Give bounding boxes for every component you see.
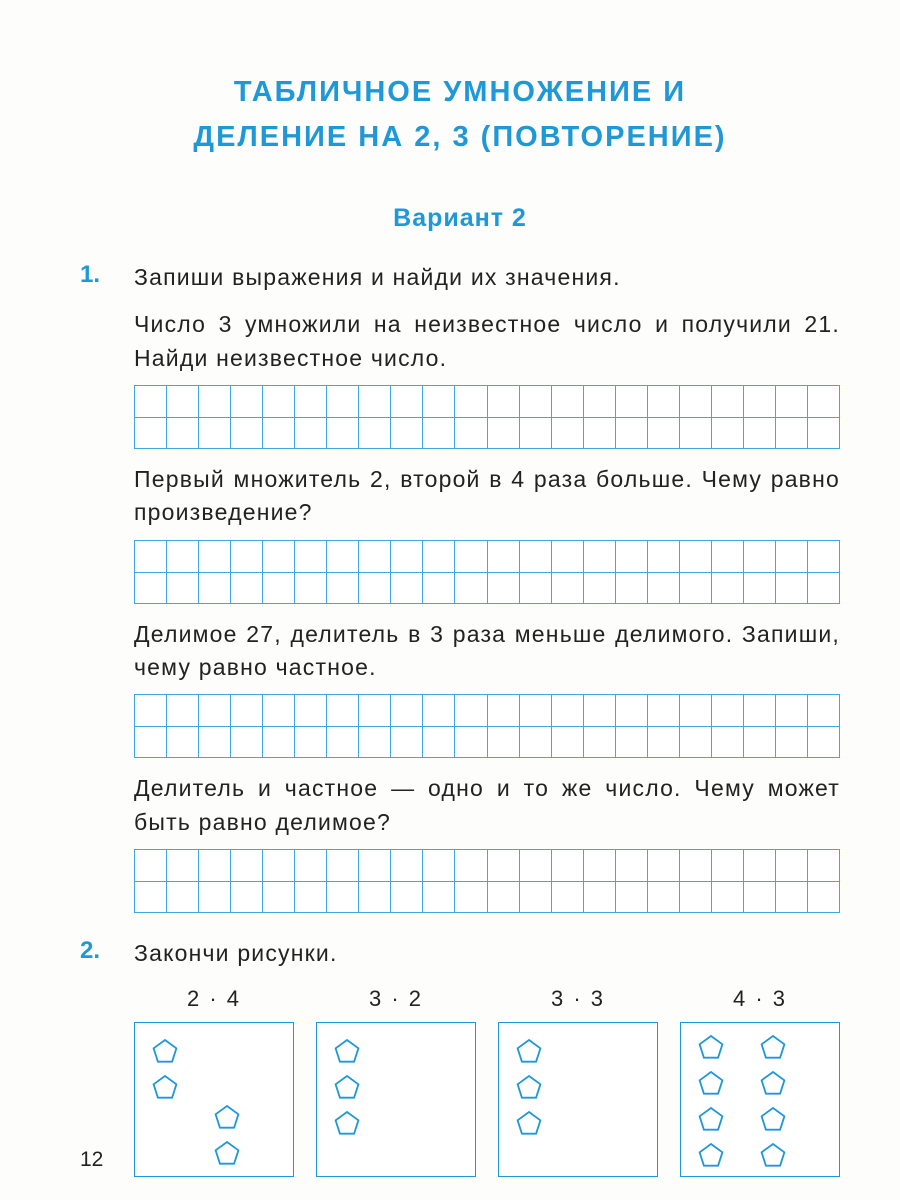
drawings-row: 2 · 4 3 · 2 3 · 3 4 · 3 <box>134 986 840 1177</box>
pentagon-icon <box>333 1037 363 1067</box>
task-1-text: Запиши выражения и найди их значения. <box>134 261 621 294</box>
pentagon-icon <box>151 1037 181 1067</box>
task-2-header: 2. Закончи рисунки. <box>80 937 840 970</box>
drawing-2-label: 3 · 3 <box>551 986 605 1012</box>
answer-grid-0[interactable] <box>134 385 840 449</box>
answer-grid-3[interactable] <box>134 849 840 913</box>
pentagon-icon <box>697 1141 727 1171</box>
drawing-3-box[interactable] <box>680 1022 840 1177</box>
task-1: 1. Запиши выражения и найди их значения.… <box>80 261 840 913</box>
task1-sub-2: Делимое 27, делитель в 3 раза меньше дел… <box>134 618 840 685</box>
pentagon-icon <box>213 1139 243 1169</box>
pentagon-icon <box>759 1033 789 1063</box>
title-line-2: ДЕЛЕНИЕ НА 2, 3 (ПОВТОРЕНИЕ) <box>80 115 840 160</box>
pentagon-icon <box>515 1073 545 1103</box>
pentagon-icon <box>515 1109 545 1139</box>
pentagon-icon <box>697 1033 727 1063</box>
variant-heading: Вариант 2 <box>80 204 840 233</box>
pentagon-icon <box>759 1141 789 1171</box>
page-number: 12 <box>80 1148 103 1172</box>
grid-midline-3 <box>135 881 839 882</box>
pentagon-icon <box>333 1109 363 1139</box>
pentagon-icon <box>697 1105 727 1135</box>
drawing-1-label: 3 · 2 <box>369 986 423 1012</box>
task-2: 2. Закончи рисунки. 2 · 4 3 · 2 3 · 3 4 … <box>80 937 840 1177</box>
drawing-2-box[interactable] <box>498 1022 658 1177</box>
task-1-number: 1. <box>80 261 116 289</box>
drawing-0-box[interactable] <box>134 1022 294 1177</box>
answer-grid-2[interactable] <box>134 694 840 758</box>
task-1-header: 1. Запиши выражения и найди их значения. <box>80 261 840 294</box>
drawing-3-label: 4 · 3 <box>733 986 787 1012</box>
answer-grid-1[interactable] <box>134 540 840 604</box>
pentagon-icon <box>515 1037 545 1067</box>
pentagon-icon <box>333 1073 363 1103</box>
drawing-0: 2 · 4 <box>134 986 294 1177</box>
pentagon-icon <box>151 1073 181 1103</box>
page-title-block: ТАБЛИЧНОЕ УМНОЖЕНИЕ И ДЕЛЕНИЕ НА 2, 3 (П… <box>80 70 840 160</box>
task1-sub-0: Число 3 умножили на неизвестное число и … <box>134 308 840 375</box>
grid-midline-0 <box>135 417 839 418</box>
pentagon-icon <box>759 1069 789 1099</box>
task1-sub-1: Первый множитель 2, второй в 4 раза боль… <box>134 463 840 530</box>
drawing-1: 3 · 2 <box>316 986 476 1177</box>
drawing-1-box[interactable] <box>316 1022 476 1177</box>
drawing-3: 4 · 3 <box>680 986 840 1177</box>
pentagon-icon <box>697 1069 727 1099</box>
title-line-1: ТАБЛИЧНОЕ УМНОЖЕНИЕ И <box>80 70 840 115</box>
pentagon-icon <box>213 1103 243 1133</box>
grid-midline-2 <box>135 726 839 727</box>
drawing-2: 3 · 3 <box>498 986 658 1177</box>
task-2-number: 2. <box>80 937 116 965</box>
pentagon-icon <box>759 1105 789 1135</box>
task-2-text: Закончи рисунки. <box>134 937 338 970</box>
task1-sub-3: Делитель и частное — одно и то же число.… <box>134 772 840 839</box>
drawing-0-label: 2 · 4 <box>187 986 241 1012</box>
grid-midline-1 <box>135 572 839 573</box>
